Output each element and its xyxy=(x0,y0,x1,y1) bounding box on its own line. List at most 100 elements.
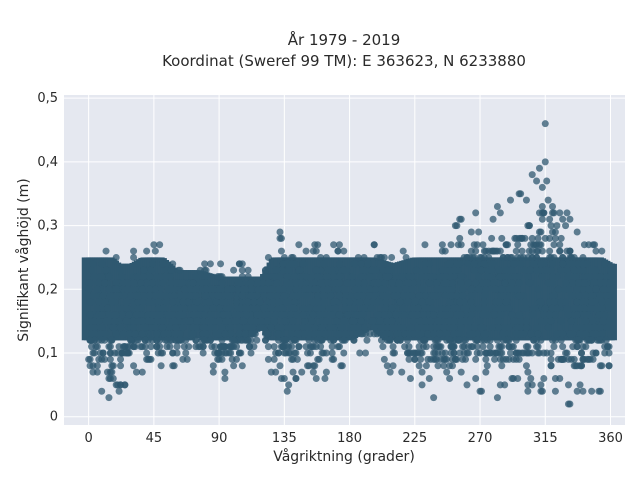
data-point xyxy=(130,247,138,255)
data-point xyxy=(122,298,130,306)
data-point xyxy=(470,241,478,249)
data-point xyxy=(212,298,220,306)
data-point xyxy=(292,349,300,357)
data-point xyxy=(430,355,438,363)
data-point xyxy=(596,292,604,300)
data-point xyxy=(559,253,567,261)
data-point xyxy=(402,285,410,293)
data-point xyxy=(551,387,559,395)
data-point xyxy=(266,292,274,300)
data-point xyxy=(460,336,468,344)
data-point xyxy=(235,330,243,338)
data-point-band xyxy=(607,263,617,341)
data-point xyxy=(167,266,175,274)
data-point xyxy=(398,273,406,281)
data-point xyxy=(112,292,120,300)
data-point xyxy=(441,279,449,287)
data-point xyxy=(541,234,549,242)
data-point xyxy=(140,292,148,300)
data-point xyxy=(553,330,561,338)
data-point xyxy=(475,285,483,293)
data-point xyxy=(322,349,330,357)
data-point xyxy=(247,317,255,325)
data-point xyxy=(448,279,456,287)
data-point xyxy=(157,362,165,370)
data-point xyxy=(546,215,554,223)
data-point xyxy=(328,311,336,319)
y-tick-label: 0,3 xyxy=(37,219,58,234)
data-point xyxy=(569,343,577,351)
data-point xyxy=(86,311,94,319)
data-point xyxy=(360,304,368,312)
data-point xyxy=(470,324,478,332)
data-point xyxy=(440,324,448,332)
data-point xyxy=(472,209,480,217)
data-point xyxy=(106,292,114,300)
data-point xyxy=(549,228,557,236)
data-point xyxy=(170,292,178,300)
data-point xyxy=(330,336,338,344)
data-point xyxy=(206,311,214,319)
data-point xyxy=(322,273,330,281)
data-point xyxy=(363,298,371,306)
data-point xyxy=(130,253,138,261)
data-point xyxy=(480,260,488,268)
data-point xyxy=(588,298,596,306)
data-point xyxy=(446,362,454,370)
data-point xyxy=(350,324,358,332)
data-point xyxy=(193,317,201,325)
data-point xyxy=(557,336,565,344)
data-point xyxy=(317,279,325,287)
data-point xyxy=(447,273,455,281)
data-point xyxy=(589,317,597,325)
data-point xyxy=(159,324,167,332)
data-point xyxy=(192,285,200,293)
data-point xyxy=(495,266,503,274)
data-point xyxy=(240,285,248,293)
data-point xyxy=(479,241,487,249)
data-point xyxy=(411,355,419,363)
data-point xyxy=(459,292,467,300)
data-point xyxy=(344,279,352,287)
data-point xyxy=(535,241,543,249)
data-point xyxy=(457,368,465,376)
data-point xyxy=(289,317,297,325)
data-point xyxy=(304,349,312,357)
data-point xyxy=(153,330,161,338)
data-point xyxy=(564,381,572,389)
data-point xyxy=(563,304,571,312)
data-point xyxy=(338,362,346,370)
data-point xyxy=(244,298,252,306)
y-tick-label: 0 xyxy=(50,410,58,425)
data-point xyxy=(588,387,596,395)
data-point xyxy=(604,324,612,332)
data-point xyxy=(298,368,306,376)
data-point xyxy=(418,381,426,389)
data-point xyxy=(601,285,609,293)
data-point xyxy=(450,317,458,325)
data-point xyxy=(330,273,338,281)
data-point xyxy=(563,247,571,255)
data-point xyxy=(393,292,401,300)
data-point xyxy=(233,343,241,351)
data-point xyxy=(243,324,251,332)
data-point xyxy=(292,374,300,382)
data-point xyxy=(444,285,452,293)
data-point xyxy=(527,330,535,338)
data-point xyxy=(496,343,504,351)
data-point xyxy=(501,324,509,332)
data-point xyxy=(319,260,327,268)
data-point xyxy=(233,298,241,306)
data-point xyxy=(201,311,209,319)
data-point xyxy=(305,285,313,293)
data-point xyxy=(277,234,285,242)
data-point xyxy=(475,273,483,281)
data-point xyxy=(93,304,101,312)
data-point xyxy=(221,349,229,357)
data-point xyxy=(289,355,297,363)
data-point xyxy=(264,279,272,287)
data-point xyxy=(408,311,416,319)
data-point xyxy=(576,381,584,389)
data-point xyxy=(389,362,397,370)
data-point xyxy=(101,336,109,344)
